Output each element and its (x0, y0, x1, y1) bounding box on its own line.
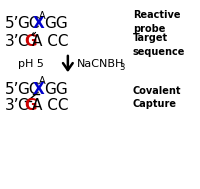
Text: Covalent
Capture: Covalent Capture (133, 86, 181, 109)
Text: X: X (33, 81, 44, 97)
Text: 5’: 5’ (5, 81, 19, 97)
Text: pH 5: pH 5 (18, 59, 44, 69)
Text: GG: GG (44, 81, 68, 97)
Text: G: G (24, 33, 37, 49)
Text: 3: 3 (120, 63, 125, 71)
Text: 3’: 3’ (5, 98, 20, 114)
Text: GC: GC (17, 81, 39, 97)
Text: X: X (33, 16, 44, 32)
Text: C: C (17, 98, 27, 114)
Text: A CC: A CC (32, 98, 68, 114)
Text: Reactive
probe: Reactive probe (133, 10, 180, 34)
Text: 3’: 3’ (5, 33, 20, 49)
Text: Target
sequence: Target sequence (133, 33, 185, 57)
Text: 5’: 5’ (5, 16, 19, 32)
Text: A CC: A CC (32, 33, 68, 49)
Text: C: C (17, 33, 27, 49)
Text: G: G (24, 98, 37, 114)
Text: NaCNBH: NaCNBH (77, 59, 124, 69)
Text: A: A (39, 11, 46, 21)
Text: GG: GG (44, 16, 68, 32)
Text: GC: GC (17, 16, 39, 32)
Text: A: A (39, 76, 46, 86)
